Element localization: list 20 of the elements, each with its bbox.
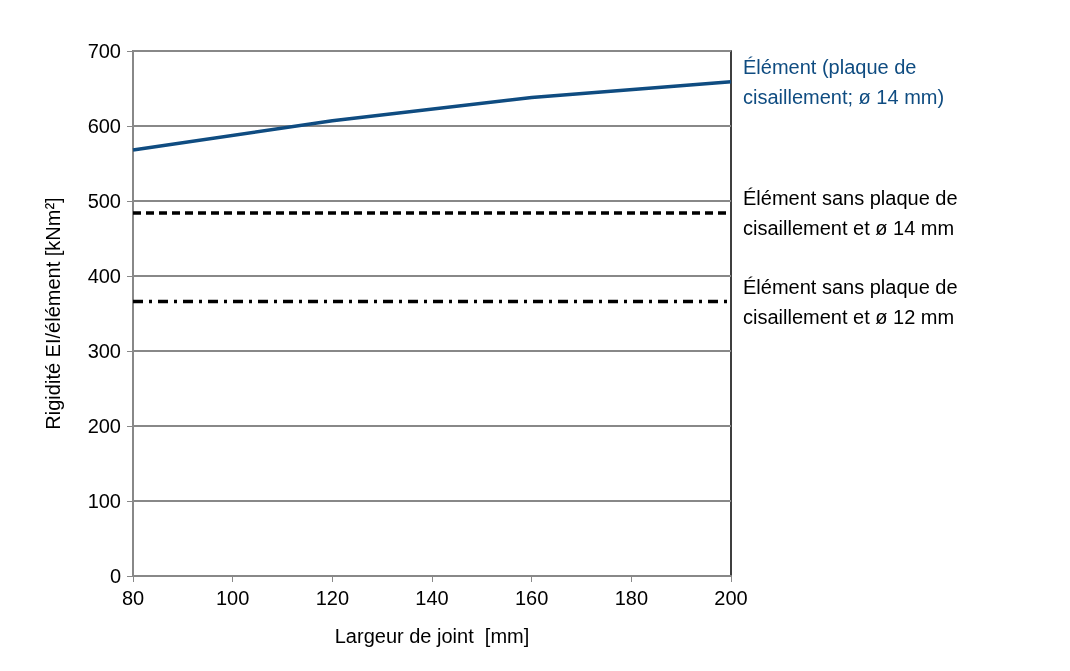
series-label: Élément (plaque de cisaillement; ø 14 mm) [743,55,945,108]
y-tick-label: 500 [87,190,121,212]
x-tick-label: 200 [714,587,748,609]
series-label: Élément sans plaque de cisaillement et ø 14 mm [743,187,964,239]
y-axis-title: Rigidité EI/élément [kNm²] [42,197,64,430]
x-tick-label: 160 [514,587,549,609]
x-tick-label: 180 [614,587,649,609]
x-tick-label: 120 [315,587,350,609]
x-tick-label: 140 [415,587,449,609]
y-tick-label: 200 [87,415,121,437]
x-tick-label: 80 [121,587,145,609]
y-tick-label: 600 [87,115,121,137]
x-tick-label: 100 [215,587,250,609]
y-tick-label: 0 [109,565,121,587]
series-label: Élément sans plaque de cisaillement et ø 12 mm [743,275,964,328]
y-tick-label: 100 [87,490,121,512]
x-axis-title: Largeur de joint [mm] [334,625,530,647]
y-tick-label: 700 [87,40,121,62]
y-tick-label: 300 [87,340,121,362]
y-tick-label: 400 [87,265,121,287]
